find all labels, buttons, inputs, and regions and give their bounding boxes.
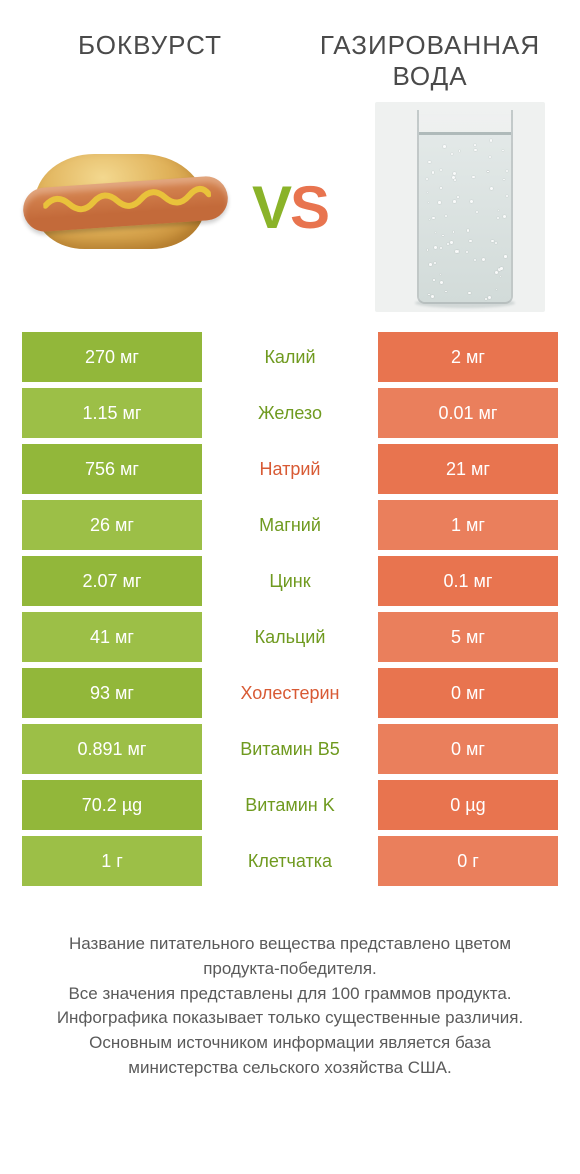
value-right: 0.01 мг xyxy=(378,388,558,438)
value-right: 0 мг xyxy=(378,668,558,718)
nutrient-label: Калий xyxy=(202,332,378,382)
table-row: 2.07 мгЦинк0.1 мг xyxy=(22,556,558,606)
nutrient-label: Кальций xyxy=(202,612,378,662)
nutrient-label: Витамин B5 xyxy=(202,724,378,774)
image-left xyxy=(20,112,220,302)
vs-s: S xyxy=(290,174,328,241)
nutrient-label: Железо xyxy=(202,388,378,438)
nutrient-label: Витамин K xyxy=(202,780,378,830)
title-left: БОКВУРСТ xyxy=(20,30,280,61)
nutrient-label: Клетчатка xyxy=(202,836,378,886)
value-left: 756 мг xyxy=(22,444,202,494)
footer-line: Инфографика показывает только существенн… xyxy=(32,1006,548,1031)
value-right: 0 мг xyxy=(378,724,558,774)
footer-line: Основным источником информации является … xyxy=(32,1031,548,1080)
hotdog-icon xyxy=(25,142,215,272)
footer-line: Все значения представлены для 100 граммо… xyxy=(32,982,548,1007)
table-row: 756 мгНатрий21 мг xyxy=(22,444,558,494)
value-left: 2.07 мг xyxy=(22,556,202,606)
table-row: 1 гКлетчатка0 г xyxy=(22,836,558,886)
value-right: 21 мг xyxy=(378,444,558,494)
value-right: 1 мг xyxy=(378,500,558,550)
value-right: 0 г xyxy=(378,836,558,886)
value-left: 1 г xyxy=(22,836,202,886)
value-right: 0 µg xyxy=(378,780,558,830)
image-right xyxy=(360,112,560,302)
value-left: 26 мг xyxy=(22,500,202,550)
nutrient-label: Натрий xyxy=(202,444,378,494)
value-left: 1.15 мг xyxy=(22,388,202,438)
comparison-table: 270 мгКалий2 мг 1.15 мгЖелезо0.01 мг 756 м… xyxy=(0,332,580,886)
footer-notes: Название питательного вещества представл… xyxy=(0,892,580,1080)
table-row: 26 мгМагний1 мг xyxy=(22,500,558,550)
footer-line: Название питательного вещества представл… xyxy=(32,932,548,981)
value-left: 270 мг xyxy=(22,332,202,382)
glass-icon xyxy=(375,102,545,312)
nutrient-label: Холестерин xyxy=(202,668,378,718)
value-right: 0.1 мг xyxy=(378,556,558,606)
value-left: 41 мг xyxy=(22,612,202,662)
vs-v: V xyxy=(252,174,290,241)
hero: VS xyxy=(0,102,580,332)
value-left: 0.891 мг xyxy=(22,724,202,774)
vs-label: VS xyxy=(252,173,328,242)
header: БОКВУРСТ ГАЗИРОВАННАЯ ВОДА xyxy=(0,0,580,102)
table-row: 70.2 µgВитамин K0 µg xyxy=(22,780,558,830)
value-right: 5 мг xyxy=(378,612,558,662)
table-row: 270 мгКалий2 мг xyxy=(22,332,558,382)
title-right: ГАЗИРОВАННАЯ ВОДА xyxy=(300,30,560,92)
table-row: 41 мгКальций5 мг xyxy=(22,612,558,662)
value-right: 2 мг xyxy=(378,332,558,382)
table-row: 93 мгХолестерин0 мг xyxy=(22,668,558,718)
table-row: 1.15 мгЖелезо0.01 мг xyxy=(22,388,558,438)
nutrient-label: Цинк xyxy=(202,556,378,606)
value-left: 70.2 µg xyxy=(22,780,202,830)
nutrient-label: Магний xyxy=(202,500,378,550)
table-row: 0.891 мгВитамин B50 мг xyxy=(22,724,558,774)
value-left: 93 мг xyxy=(22,668,202,718)
